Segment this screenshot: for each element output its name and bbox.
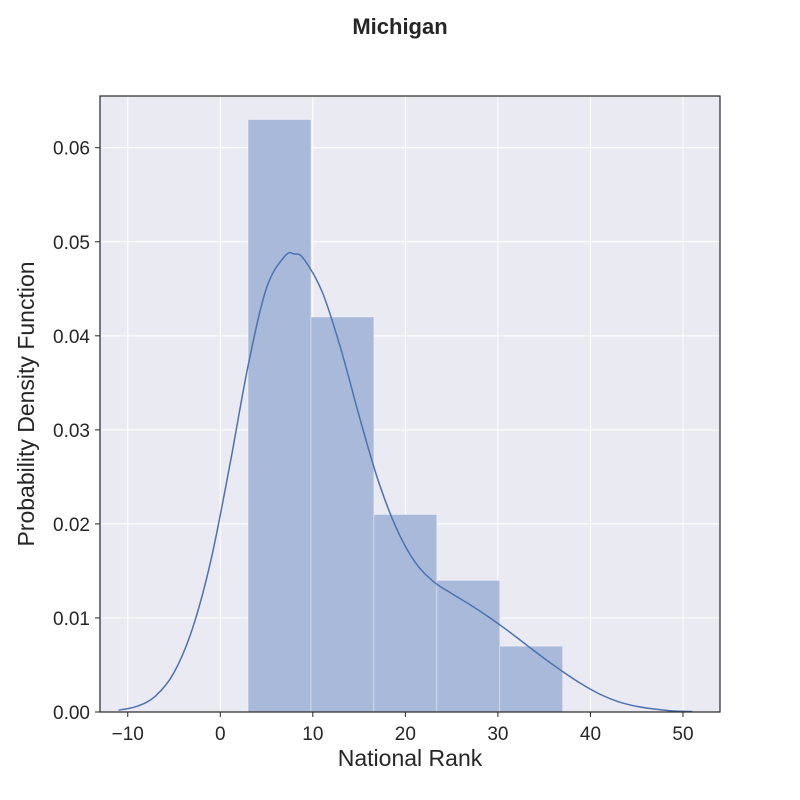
y-tick-label: 0.03: [53, 421, 90, 442]
y-tick-label: 0.00: [53, 703, 90, 724]
histogram-bar: [310, 316, 375, 713]
x-axis-label: National Rank: [338, 745, 483, 771]
histogram-bar: [373, 514, 438, 713]
x-tick-label: 30: [487, 724, 508, 745]
plot-frame: [99, 95, 721, 713]
y-tick-label: 0.01: [53, 609, 90, 630]
histogram-bar: [499, 645, 563, 713]
x-tick-label: −10: [112, 724, 144, 745]
y-axis-ticks: 0.00 0.01 0.02 0.03 0.04 0.05 0.06: [53, 139, 100, 724]
y-tick-label: 0.04: [53, 327, 90, 348]
x-tick-label: 50: [672, 724, 693, 745]
y-tick-label: 0.05: [53, 233, 90, 254]
x-axis-ticks: −10 0 10 20 30 40 50: [112, 712, 694, 745]
x-tick-label: 10: [302, 724, 323, 745]
chart-title: Michigan: [352, 14, 447, 39]
histogram-bars: [247, 119, 563, 713]
x-tick-label: 40: [580, 724, 601, 745]
histogram-bar: [247, 119, 312, 713]
x-tick-label: 0: [215, 724, 226, 745]
x-tick-label: 20: [395, 724, 416, 745]
y-tick-label: 0.02: [53, 515, 90, 536]
histogram-bar: [436, 580, 501, 713]
y-tick-label: 0.06: [53, 139, 90, 160]
y-axis-label: Probability Density Function: [13, 261, 39, 546]
kde-curve: [118, 251, 693, 713]
